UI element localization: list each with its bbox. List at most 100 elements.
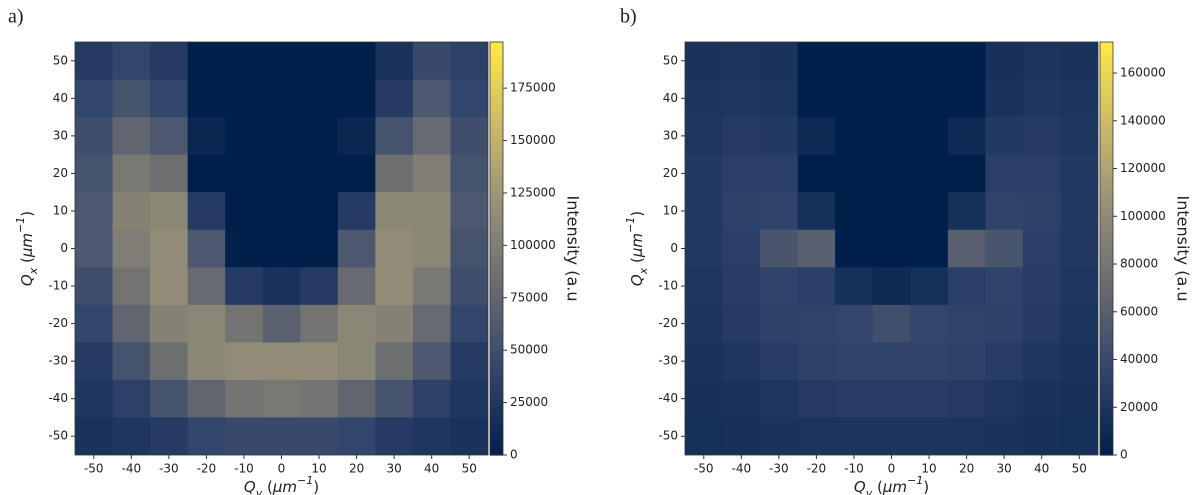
colorbar-step bbox=[1100, 114, 1113, 119]
heatmap-cell bbox=[722, 342, 761, 381]
heatmap-cell bbox=[685, 417, 724, 455]
heatmap-cell bbox=[685, 42, 724, 81]
heatmap-cell bbox=[225, 267, 264, 306]
colorbar-step bbox=[1100, 90, 1113, 95]
panel-label: b) bbox=[620, 6, 637, 28]
colorbar-step bbox=[490, 220, 503, 226]
colorbar-step bbox=[490, 337, 503, 343]
heatmap-cell bbox=[685, 267, 724, 306]
x-tick-label: 20 bbox=[349, 462, 364, 476]
y-tick-label: 40 bbox=[53, 91, 68, 105]
colorbar-step bbox=[490, 393, 503, 398]
heatmap-cell bbox=[375, 304, 414, 343]
heatmap-cell bbox=[337, 117, 376, 156]
heatmap-cell bbox=[1060, 117, 1098, 156]
heatmap-cell bbox=[760, 117, 799, 156]
heatmap-cell bbox=[337, 304, 376, 343]
heatmap-cell bbox=[375, 342, 414, 381]
heatmap-cell bbox=[225, 229, 264, 268]
colorbar-step bbox=[1100, 148, 1113, 153]
colorbar-step bbox=[1100, 245, 1113, 250]
heatmap-cell bbox=[722, 267, 761, 306]
heatmap-cell bbox=[112, 304, 151, 343]
label-part: ( bbox=[18, 257, 36, 268]
heatmap-cell bbox=[337, 192, 376, 231]
colorbar-frame bbox=[489, 41, 504, 456]
colorbar-label: Intensity (a.u bbox=[564, 196, 583, 302]
y-tick-label: 10 bbox=[53, 203, 68, 217]
heatmap-cell bbox=[835, 304, 874, 343]
heatmap-cell bbox=[685, 154, 724, 193]
heatmap-cell bbox=[1022, 154, 1061, 193]
label-part: ( bbox=[628, 257, 646, 268]
heatmap-cell bbox=[450, 117, 488, 156]
heatmap-cell bbox=[187, 192, 226, 231]
colorbar-tick-label: 120000 bbox=[1120, 161, 1166, 175]
heatmap-cell bbox=[1022, 42, 1061, 81]
colorbar-step bbox=[1100, 193, 1113, 198]
colorbar-step bbox=[490, 59, 503, 64]
heatmap-cell bbox=[112, 192, 151, 231]
heatmap-cell bbox=[112, 79, 151, 118]
panel: b) -50 -40 -30 -20 -10 0 10 20 30 40 50 -50 -40 -30 -20… bbox=[620, 6, 1193, 495]
colorbar-step bbox=[490, 117, 503, 122]
colorbar-step bbox=[1100, 441, 1113, 446]
heatmap-cell bbox=[150, 304, 189, 343]
colorbar-step bbox=[1100, 86, 1113, 91]
colorbar-tick-label: 100000 bbox=[510, 238, 556, 252]
x-tick-label: -50 bbox=[694, 462, 714, 476]
heatmap-cell bbox=[760, 342, 799, 381]
colorbar-step bbox=[490, 303, 503, 308]
heatmap-cell bbox=[985, 267, 1024, 306]
colorbar-step bbox=[490, 296, 503, 301]
x-tick-label: -20 bbox=[807, 462, 827, 476]
x-tick-label: 10 bbox=[921, 462, 936, 476]
colorbar-step bbox=[490, 355, 503, 360]
panel: a) -50 -40 -30 -20 -10 0 10 20 30 40 50 -50 -40 -30 -20… bbox=[8, 6, 583, 495]
colorbar-step bbox=[490, 437, 503, 442]
x-tick-label: -10 bbox=[234, 462, 254, 476]
colorbar-step bbox=[490, 424, 503, 429]
heatmap-cell bbox=[797, 117, 836, 156]
label-part: ( bbox=[262, 478, 273, 495]
heatmap-cell bbox=[760, 229, 799, 268]
heatmap-cell bbox=[375, 79, 414, 118]
heatmap-cell bbox=[225, 342, 264, 381]
colorbar-step bbox=[490, 103, 503, 108]
heatmap-cell bbox=[75, 267, 114, 306]
colorbar-tick-label: 80000 bbox=[1120, 257, 1158, 271]
colorbar-step bbox=[1100, 110, 1113, 115]
y-tick-label: -30 bbox=[48, 354, 68, 368]
colorbar-step bbox=[1100, 76, 1113, 81]
colorbar-step bbox=[490, 152, 503, 157]
heatmap-cell bbox=[1060, 342, 1098, 381]
heatmap-cell bbox=[262, 42, 301, 81]
label-part: y bbox=[255, 487, 263, 495]
heatmap-cell bbox=[872, 417, 911, 455]
colorbar-step bbox=[490, 62, 503, 67]
colorbar-step bbox=[1100, 172, 1113, 177]
y-tick-label: -10 bbox=[658, 279, 678, 293]
heatmap-cell bbox=[1060, 42, 1098, 81]
heatmap-cell bbox=[375, 117, 414, 156]
colorbar-step bbox=[490, 141, 503, 146]
colorbar-step bbox=[1100, 372, 1113, 377]
colorbar-step bbox=[490, 365, 503, 370]
colorbar-step bbox=[1100, 437, 1113, 442]
colorbar-step bbox=[490, 258, 503, 263]
heatmap-cell bbox=[760, 154, 799, 193]
label-part: ) bbox=[628, 211, 646, 217]
colorbar-step bbox=[490, 83, 503, 88]
heatmap-cell bbox=[1060, 229, 1098, 268]
heatmap-cell bbox=[985, 117, 1024, 156]
heatmap-cell bbox=[947, 192, 986, 231]
colorbar-step bbox=[490, 334, 503, 339]
colorbar-step bbox=[490, 124, 503, 129]
heatmap-cell bbox=[262, 304, 301, 343]
heatmap-cell bbox=[1060, 192, 1098, 231]
colorbar-tick-label: 0 bbox=[1120, 448, 1128, 462]
heatmap-cell bbox=[872, 154, 911, 193]
colorbar-step bbox=[490, 179, 503, 184]
colorbar-step bbox=[490, 97, 503, 102]
colorbar-step bbox=[490, 362, 503, 367]
